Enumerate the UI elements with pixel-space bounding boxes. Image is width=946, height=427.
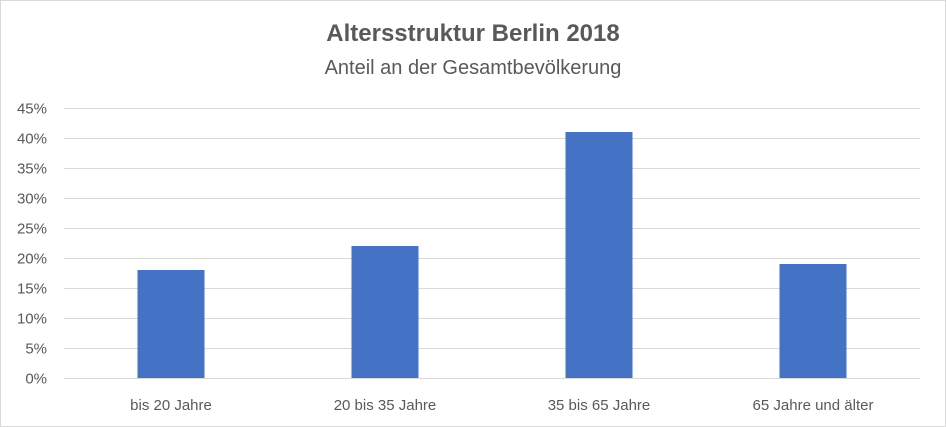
y-tick-label: 25%: [17, 221, 47, 238]
y-tick-label: 35%: [17, 161, 47, 178]
bar: [779, 264, 847, 378]
x-tick-label: 20 bis 35 Jahre: [334, 397, 437, 414]
bar: [137, 270, 205, 378]
x-tick-label: bis 20 Jahre: [130, 397, 212, 414]
y-tick-label: 20%: [17, 251, 47, 268]
y-tick-label: 15%: [17, 281, 47, 298]
chart-title: Altersstruktur Berlin 2018: [326, 20, 620, 47]
bar: [565, 132, 633, 378]
y-tick-label: 5%: [25, 341, 47, 358]
x-tick-label: 35 bis 65 Jahre: [548, 397, 651, 414]
bars: [137, 132, 847, 378]
y-tick-label: 0%: [25, 371, 47, 388]
x-axis-ticks: bis 20 Jahre 20 bis 35 Jahre 35 bis 65 Jah…: [130, 397, 873, 414]
y-axis-ticks: 0% 5% 10% 15% 20% 25% 30% 35% 40% 45%: [17, 101, 47, 388]
y-tick-label: 30%: [17, 191, 47, 208]
y-tick-label: 40%: [17, 131, 47, 148]
bar: [351, 246, 419, 378]
y-tick-label: 10%: [17, 311, 47, 328]
y-tick-label: 45%: [17, 101, 47, 118]
x-tick-label: 65 Jahre und älter: [753, 397, 874, 414]
chart-subtitle: Anteil an der Gesamtbevölkerung: [324, 57, 622, 79]
gridlines: [64, 108, 920, 379]
